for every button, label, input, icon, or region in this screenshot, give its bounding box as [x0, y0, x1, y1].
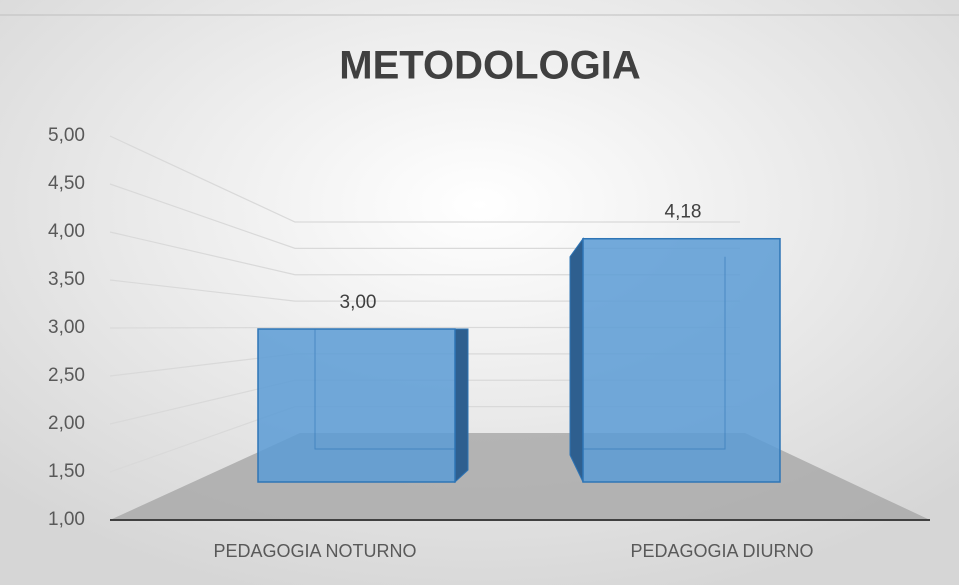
y-tick-label: 3,00 [48, 317, 85, 338]
bar-back-edge [314, 329, 455, 450]
y-tick-label: 2,50 [48, 365, 85, 386]
grid-line [109, 135, 740, 223]
y-tick-label: 1,00 [48, 509, 85, 530]
x-tick-label: PEDAGOGIA NOTURNO [213, 541, 416, 561]
y-tick-label: 2,00 [48, 413, 85, 434]
bar [582, 237, 781, 483]
bar-side [569, 237, 584, 483]
bar-back-edge [583, 256, 726, 450]
y-tick-label: 4,00 [48, 221, 85, 242]
y-tick-label: 4,50 [48, 173, 85, 194]
bar-side [454, 328, 469, 484]
y-tick-label: 3,50 [48, 269, 85, 290]
y-tick-label: 5,00 [48, 125, 85, 146]
chart-title: METODOLOGIA [339, 44, 640, 88]
y-tick-label: 1,50 [48, 461, 85, 482]
data-label: 4,18 [665, 202, 702, 223]
data-label: 3,00 [340, 292, 377, 313]
x-tick-label: PEDAGOGIA DIURNO [630, 541, 813, 561]
bar [257, 328, 456, 483]
